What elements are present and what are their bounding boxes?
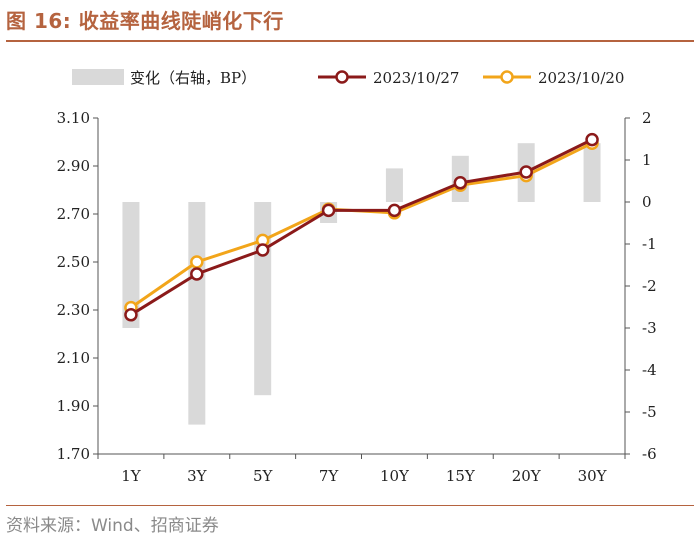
change-bar-1Y [122,202,140,328]
legend-label-line-1: 2023/10/27 [373,69,459,87]
legend-marker-2 [500,70,514,84]
legend-label-bar: 变化（右轴，BP） [130,69,256,87]
source-note: 资料来源：Wind、招商证券 [6,516,219,536]
x-tick-label-30Y: 30Y [578,467,608,485]
series-point-2023/10/27-10Y [387,203,402,218]
change-bar-30Y [583,143,601,202]
legend-marker-1 [335,70,349,84]
series-point-2023/10/27-30Y [585,132,599,147]
right-y-tick-label: 1 [642,151,652,169]
series-point-2023/10/27-5Y [255,243,270,257]
change-bar-10Y [385,168,403,202]
x-tick-label-5Y: 5Y [253,467,274,485]
left-y-tick-label: 1.70 [57,445,90,463]
right-y-tick-label: -3 [642,319,657,337]
series-line-2023/10/27 [130,138,593,317]
x-tick-label-20Y: 20Y [512,467,542,485]
legend-label-line-2: 2023/10/20 [538,69,624,87]
left-y-tick-label: 1.90 [57,397,90,415]
right-y-tick-label: -2 [642,277,657,295]
footer-divider [6,505,694,506]
title-divider [6,40,694,42]
change-bar-5Y [254,202,272,396]
series-point-2023/10/27-3Y [190,267,204,281]
series-point-2023/10/27-7Y [321,203,336,218]
left-y-tick-label: 2.70 [57,205,90,223]
x-tick-label-1Y: 1Y [121,467,142,485]
right-y-tick-label: -1 [642,235,657,253]
right-y-tick-label: 2 [642,109,652,127]
legend-swatch-bar [72,69,124,85]
left-y-tick-label: 2.30 [57,301,90,319]
x-tick-label-10Y: 10Y [380,467,410,485]
x-tick-label-15Y: 15Y [446,467,476,485]
series-point-2023/10/20-3Y [190,255,204,269]
figure-title: 图 16: 收益率曲线陡峭化下行 [6,9,284,33]
right-y-tick-label: 0 [642,193,652,211]
series-point-2023/10/27-15Y [453,176,468,190]
series-point-2023/10/27-1Y [124,308,138,322]
left-y-tick-label: 2.90 [57,157,90,175]
right-y-tick-label: -5 [642,403,657,421]
left-y-tick-label: 3.10 [57,109,90,127]
series-point-2023/10/27-20Y [519,165,533,179]
left-y-tick-label: 2.10 [57,349,90,367]
change-bar-3Y [188,202,206,425]
x-tick-label-3Y: 3Y [187,467,208,485]
left-y-tick-label: 2.50 [57,253,90,271]
right-y-tick-label: -6 [642,445,657,463]
x-tick-label-7Y: 7Y [319,467,340,485]
right-y-tick-label: -4 [642,361,657,379]
